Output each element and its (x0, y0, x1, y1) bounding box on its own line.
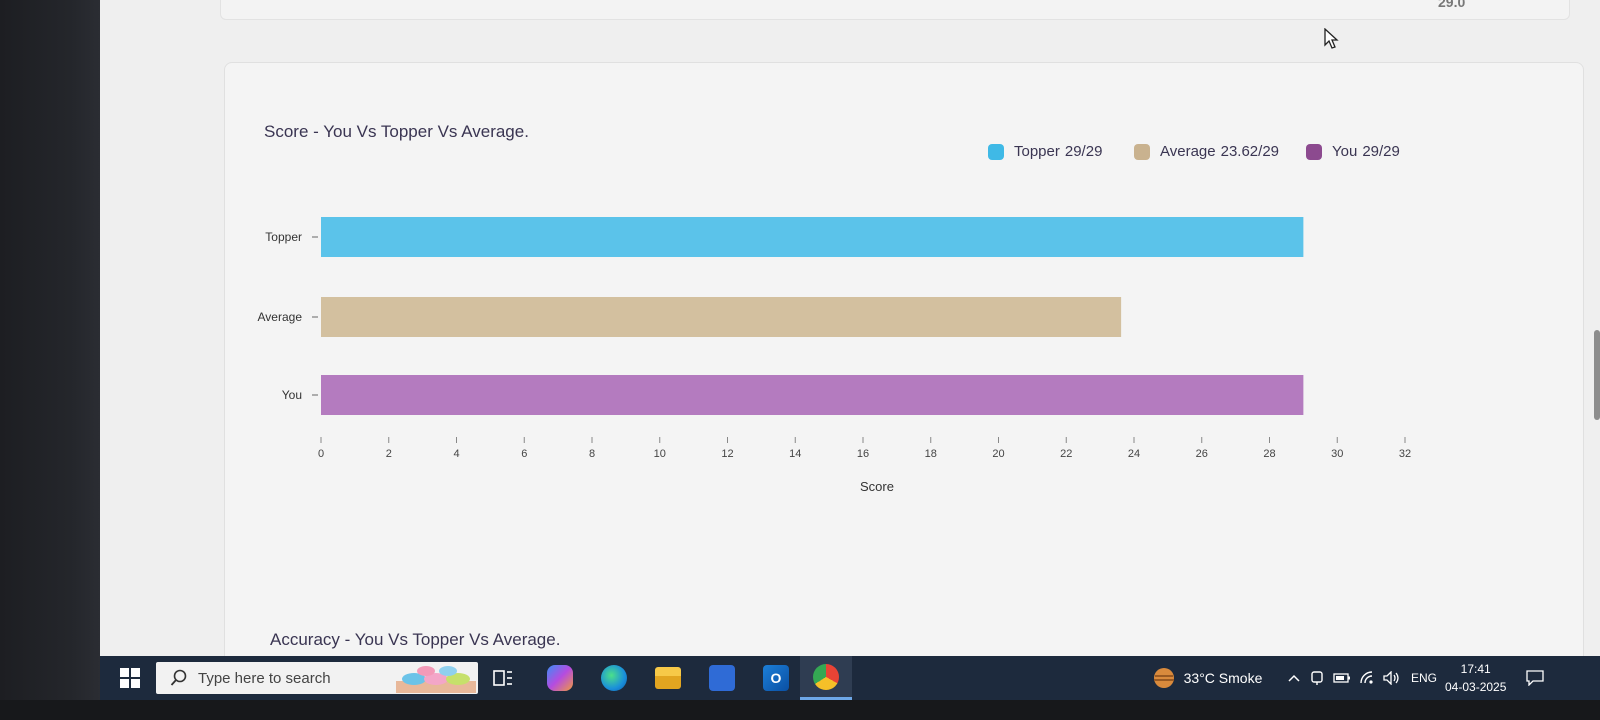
windows-logo-icon (120, 668, 140, 688)
weather-text: 33°C Smoke (1183, 670, 1263, 686)
x-tick-label-2: 2 (386, 448, 392, 460)
language-indicator: ENG (1410, 671, 1437, 685)
x-tick-label-4: 4 (453, 448, 459, 460)
edge-icon (601, 665, 627, 691)
x-tick-label-12: 12 (721, 448, 733, 460)
legend-swatch-average (1134, 143, 1150, 160)
clock-time: 17:41 (1460, 662, 1491, 676)
x-tick-label-0: 0 (318, 448, 324, 460)
notification-button[interactable] (1520, 656, 1550, 700)
taskbar-search-box[interactable]: Type here to search (156, 662, 478, 694)
legend-value-you: 29/29 (1362, 143, 1400, 160)
browser-viewport: 29.0 Score - You Vs Topper Vs Average. T… (100, 0, 1600, 656)
legend-item-average[interactable]: Average 23.62/29 (1134, 143, 1279, 160)
x-axis-title: Score (860, 479, 894, 494)
legend-label-average: Average (1160, 143, 1216, 160)
chart-title: Score - You Vs Topper Vs Average. (264, 122, 529, 141)
start-button[interactable] (110, 656, 150, 700)
monitor-bezel (0, 0, 100, 720)
legend-swatch-you (1306, 143, 1322, 160)
x-tick-label-28: 28 (1263, 448, 1275, 460)
category-label-average: Average (258, 310, 303, 324)
weather-smoke-icon (1153, 668, 1174, 688)
legend-label-topper: Topper (1014, 143, 1060, 160)
scrollbar-thumb[interactable] (1594, 330, 1600, 420)
legend-value-topper: 29/29 (1064, 143, 1103, 160)
bar-you (321, 375, 1304, 415)
bar-average (321, 297, 1122, 337)
legend-item-topper[interactable]: Topper 29/29 (988, 143, 1102, 160)
show-hidden-icons-button[interactable] (1285, 656, 1303, 700)
x-tick-label-6: 6 (521, 448, 527, 460)
monitor-bottom-bezel (0, 700, 1600, 720)
wifi-icon (1360, 671, 1373, 684)
copilot-icon (547, 665, 573, 691)
taskbar-app-file-explorer[interactable] (648, 656, 688, 700)
folder-icon (655, 667, 681, 689)
mouse-cursor-icon (1324, 28, 1339, 49)
x-tick-label-10: 10 (654, 448, 666, 460)
accuracy-chart-title: Accuracy - You Vs Topper Vs Average. (270, 630, 561, 649)
search-placeholder: Type here to search (198, 669, 331, 687)
x-tick-label-20: 20 (992, 448, 1004, 460)
tray-language[interactable]: ENG (1406, 656, 1442, 700)
score-chart-card (224, 62, 1584, 656)
taskbar-app-edge[interactable] (594, 656, 634, 700)
task-view-button[interactable] (485, 656, 521, 700)
previous-card-value: 29.0 (1438, 0, 1466, 10)
bar-topper (321, 217, 1304, 257)
search-icon (170, 669, 187, 686)
chevron-up-icon (1288, 674, 1300, 682)
x-tick-label-26: 26 (1196, 448, 1208, 460)
taskbar-app-outlook[interactable]: O (756, 656, 796, 700)
chrome-icon (813, 663, 839, 690)
legend-swatch-topper (988, 143, 1004, 160)
weather-widget[interactable]: 33°C Smoke (1142, 656, 1272, 700)
taskbar-clock[interactable]: 17:41 04-03-2025 (1445, 660, 1506, 696)
clock-date: 04-03-2025 (1445, 680, 1507, 694)
x-tick-label-22: 22 (1060, 448, 1072, 460)
x-tick-label-30: 30 (1331, 448, 1343, 460)
task-view-icon (493, 670, 512, 686)
search-highlight-holi-icon (396, 666, 476, 693)
notification-icon (1526, 670, 1544, 686)
legend-item-you[interactable]: You 29/29 (1306, 143, 1400, 160)
volume-icon (1383, 671, 1399, 685)
x-tick-label-24: 24 (1128, 448, 1140, 460)
x-tick-label-16: 16 (857, 448, 869, 460)
tray-wifi[interactable] (1358, 656, 1378, 700)
category-label-topper: Topper (265, 230, 302, 244)
x-tick-label-8: 8 (589, 448, 595, 460)
x-tick-label-18: 18 (925, 448, 937, 460)
battery-icon (1333, 673, 1350, 683)
windows-taskbar: Type here to search O (100, 656, 1600, 700)
outlook-icon: O (763, 665, 789, 691)
category-label-you: You (282, 388, 302, 402)
taskbar-app-store[interactable] (702, 656, 742, 700)
x-tick-label-32: 32 (1399, 448, 1411, 460)
x-tick-label-14: 14 (789, 448, 801, 460)
tray-volume[interactable] (1382, 656, 1402, 700)
store-icon (709, 665, 735, 691)
tray-battery[interactable] (1332, 656, 1352, 700)
legend-label-you: You (1332, 143, 1358, 160)
legend-value-average: 23.62/29 (1220, 143, 1279, 160)
tray-meet-now[interactable] (1308, 656, 1326, 700)
taskbar-app-copilot[interactable] (540, 656, 580, 700)
previous-card (220, 0, 1570, 20)
taskbar-app-chrome-active[interactable] (800, 656, 852, 700)
meet-now-icon (1311, 671, 1323, 685)
